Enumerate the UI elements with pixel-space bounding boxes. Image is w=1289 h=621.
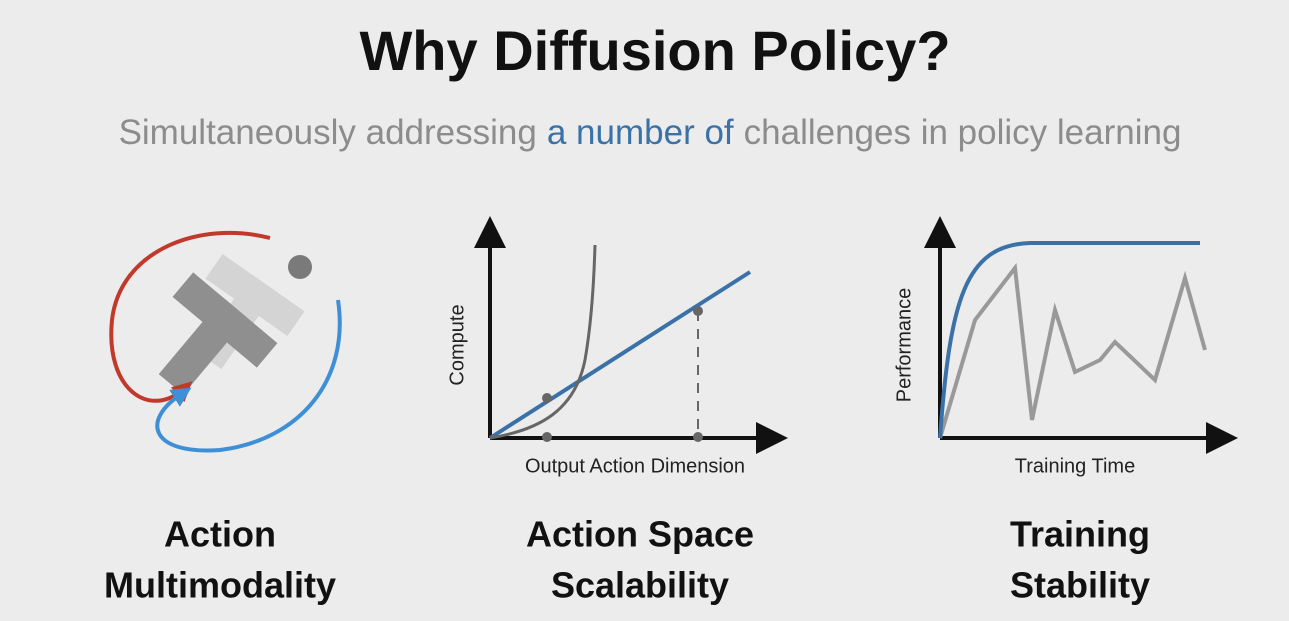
subtitle-part: challenges in policy learning xyxy=(744,113,1182,152)
subtitle-highlight: a number of xyxy=(547,113,734,152)
caption: Action xyxy=(164,514,276,555)
caption: Scalability xyxy=(551,565,729,606)
scalability-plot xyxy=(474,216,788,454)
y-axis-label: Performance xyxy=(893,288,915,403)
caption: Multimodality xyxy=(104,565,336,606)
stability-plot xyxy=(924,216,1238,454)
subtitle: Simultaneously addressing a number of chal… xyxy=(119,113,1182,152)
multimodality-illustration xyxy=(109,230,342,453)
title: Why Diffusion Policy? xyxy=(359,19,950,82)
subtitle-part: Simultaneously addressing xyxy=(119,113,537,152)
y-axis-label: Compute xyxy=(446,304,468,385)
caption: Action Space xyxy=(526,514,754,555)
x-axis-label: Training Time xyxy=(1015,455,1135,477)
x-axis-label: Output Action Dimension xyxy=(525,455,745,477)
caption: Stability xyxy=(1010,565,1150,606)
caption: Training xyxy=(1010,514,1150,555)
